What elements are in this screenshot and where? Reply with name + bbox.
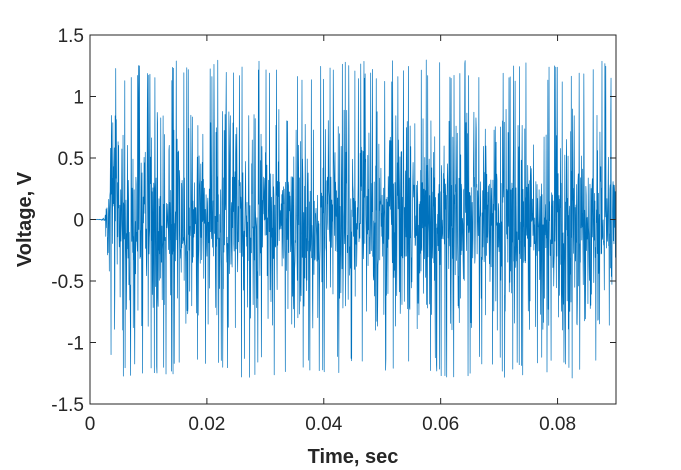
x-tick-label: 0.08 (539, 414, 576, 435)
y-tick-label: -1 (67, 334, 84, 355)
y-axis-label: Voltage, V (14, 171, 36, 267)
x-tick-label: 0.06 (422, 414, 459, 435)
signal-series (89, 59, 617, 379)
x-axis-label: Time, sec (308, 446, 399, 468)
y-tick-label: -0.5 (51, 272, 84, 293)
x-tick-label: 0.02 (188, 414, 225, 435)
y-tick-label: -1.5 (51, 395, 84, 416)
x-tick-label: 0.04 (305, 414, 342, 435)
y-tick-label: 1 (73, 88, 84, 109)
x-tick-label: 0 (85, 414, 96, 435)
y-tick-label: 0.5 (58, 149, 84, 170)
signal-trace (89, 59, 617, 379)
y-axis: -1.5 -1 -0.5 0 0.5 1 1.5 (51, 26, 616, 416)
y-tick-label: 0 (73, 211, 84, 232)
x-axis: 0 0.02 0.04 0.06 0.08 (85, 35, 576, 435)
y-tick-label: 1.5 (58, 26, 84, 47)
